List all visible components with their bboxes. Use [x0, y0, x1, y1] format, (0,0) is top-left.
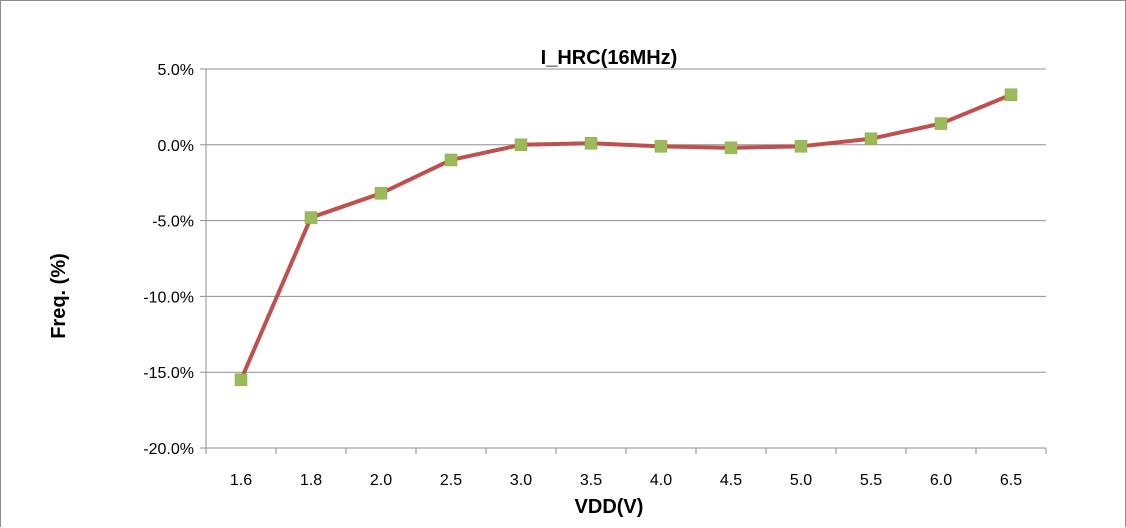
x-tick-label: 4.5: [720, 472, 742, 489]
data-point-marker: [374, 187, 388, 200]
y-tick-label: -15.0%: [143, 365, 194, 382]
x-axis-title: VDD(V): [575, 496, 644, 518]
y-tick-label: -10.0%: [143, 289, 194, 306]
y-tick-label: 0.0%: [158, 138, 194, 155]
x-tick-label: 2.0: [370, 472, 392, 489]
y-tick-label: 5.0%: [158, 62, 194, 79]
axes: [200, 68, 1047, 454]
data-point-marker: [724, 141, 738, 155]
x-tick-label: 5.0: [790, 472, 812, 489]
y-tick-labels: 5.0% 0.0% -5.0% -10.0% -15.0% -20.0%: [143, 62, 194, 458]
data-point-marker: [934, 117, 948, 130]
data-point-marker: [444, 153, 458, 167]
series-line-path: [239, 92, 1013, 382]
y-tick-label: -20.0%: [143, 441, 194, 458]
x-tick-label: 5.5: [860, 472, 882, 489]
data-point-marker: [1004, 88, 1018, 102]
x-tick-label: 3.0: [510, 472, 532, 489]
data-point-marker: [234, 373, 248, 387]
y-tick-label: -5.0%: [152, 214, 194, 231]
x-tick-label: 1.6: [230, 472, 252, 489]
x-tick-label: 2.5: [440, 472, 462, 489]
y-axis-title: Freq. (%): [48, 253, 70, 339]
x-tick-label: 3.5: [580, 472, 602, 489]
chart-title: I_HRC(16MHz): [541, 47, 678, 69]
x-tick-label: 1.8: [300, 472, 322, 489]
x-tick-label: 6.5: [1000, 472, 1022, 489]
data-point-marker: [654, 140, 668, 153]
x-tick-labels: 1.6 1.8 2.0 2.5 3.0 3.5 4.0 4.5 5.0 5.5 6.0 6.5: [230, 472, 1022, 489]
series-line: [239, 92, 1013, 382]
data-markers: [234, 88, 1018, 387]
x-tick-label: 6.0: [930, 472, 952, 489]
gridlines: [206, 68, 1046, 373]
data-point-marker: [514, 138, 528, 152]
data-point-marker: [794, 140, 808, 153]
x-tick-label: 4.0: [650, 472, 672, 489]
data-point-marker: [304, 211, 318, 224]
data-point-marker: [584, 137, 598, 150]
data-point-marker: [864, 132, 878, 145]
